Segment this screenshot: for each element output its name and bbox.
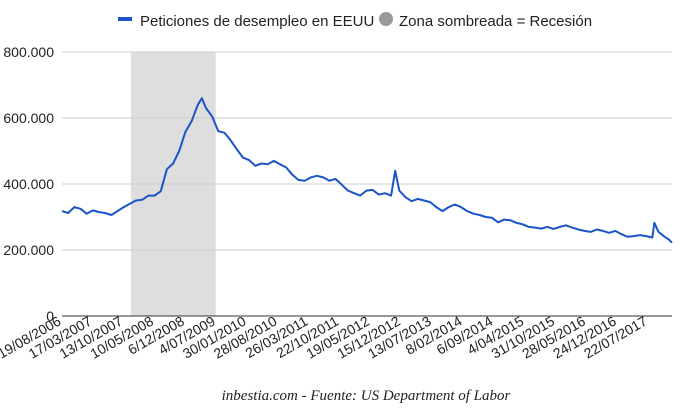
y-tick-label: 0 — [46, 308, 54, 324]
y-tick-label: 200.000 — [3, 242, 54, 258]
y-tick-label: 400.000 — [3, 176, 54, 192]
legend-series-swatch — [118, 17, 132, 21]
source-caption: inbestia.com - Fuente: US Department of … — [222, 388, 511, 404]
series-line — [61, 97, 673, 244]
y-tick-label: 600.000 — [3, 110, 54, 126]
y-tick-label: 800.000 — [3, 44, 54, 60]
legend: Peticiones de desempleo en EEUU Zona som… — [118, 12, 592, 30]
legend-shade-label: Zona sombreada = Recesión — [399, 13, 592, 30]
legend-series-label: Peticiones de desempleo en EEUU — [140, 13, 374, 30]
legend-shade-marker-icon — [379, 12, 393, 26]
